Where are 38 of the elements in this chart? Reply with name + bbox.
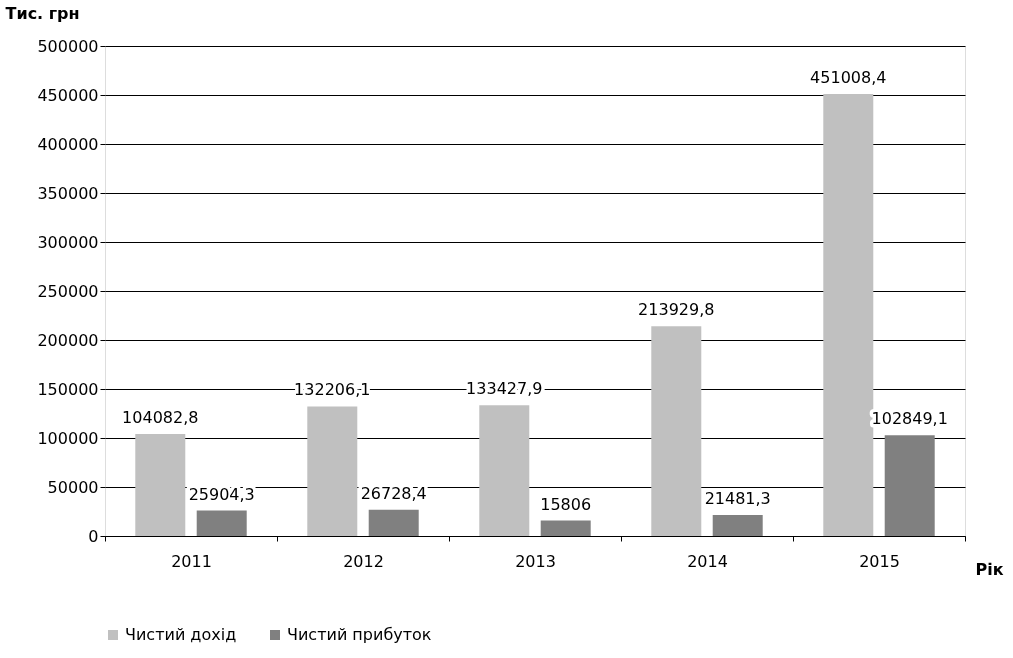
bar [307, 406, 358, 536]
x-axis-title: Рік [975, 559, 1004, 579]
y-axis-title: Тис. грн [5, 3, 80, 23]
bar [196, 510, 247, 536]
y-tick-label: 350000 [37, 183, 99, 203]
x-tick-label: 2012 [343, 551, 384, 571]
legend-label: Чистий дохід [125, 625, 237, 644]
data-label: 104082,8 [122, 408, 199, 427]
y-tick-label: 400000 [37, 134, 99, 154]
x-tick-label: 2014 [687, 551, 728, 571]
bar [135, 434, 186, 536]
data-label: 21481,3 [704, 488, 771, 508]
y-tick-label: 100000 [37, 428, 99, 448]
x-tick-label: 2011 [171, 551, 212, 571]
bar [479, 405, 530, 536]
x-tick-label: 2013 [515, 551, 556, 571]
y-tick-label: 0 [88, 526, 99, 546]
y-tick-label: 300000 [37, 232, 99, 252]
data-label: 26728,4 [360, 483, 427, 503]
data-label: 15806 [540, 494, 592, 514]
x-tick-label: 2015 [859, 551, 900, 571]
y-tick-label: 50000 [47, 477, 99, 497]
bar [540, 520, 591, 536]
y-tick-label: 200000 [37, 330, 99, 350]
data-label: 213929,8 [638, 300, 715, 320]
bar [712, 514, 763, 536]
y-tick-label: 150000 [37, 379, 99, 399]
y-tick-label: 500000 [37, 36, 99, 56]
legend-label: Чистий прибуток [287, 625, 432, 644]
bar [823, 94, 874, 536]
y-tick-label: 250000 [37, 281, 99, 301]
bar [884, 435, 935, 536]
bar [651, 326, 702, 536]
y-tick-label: 450000 [37, 85, 99, 105]
data-label: 102849,1 [871, 409, 948, 429]
bar [368, 509, 419, 536]
data-label: 25904,3 [188, 484, 255, 504]
data-label: 451008,4 [810, 68, 887, 88]
